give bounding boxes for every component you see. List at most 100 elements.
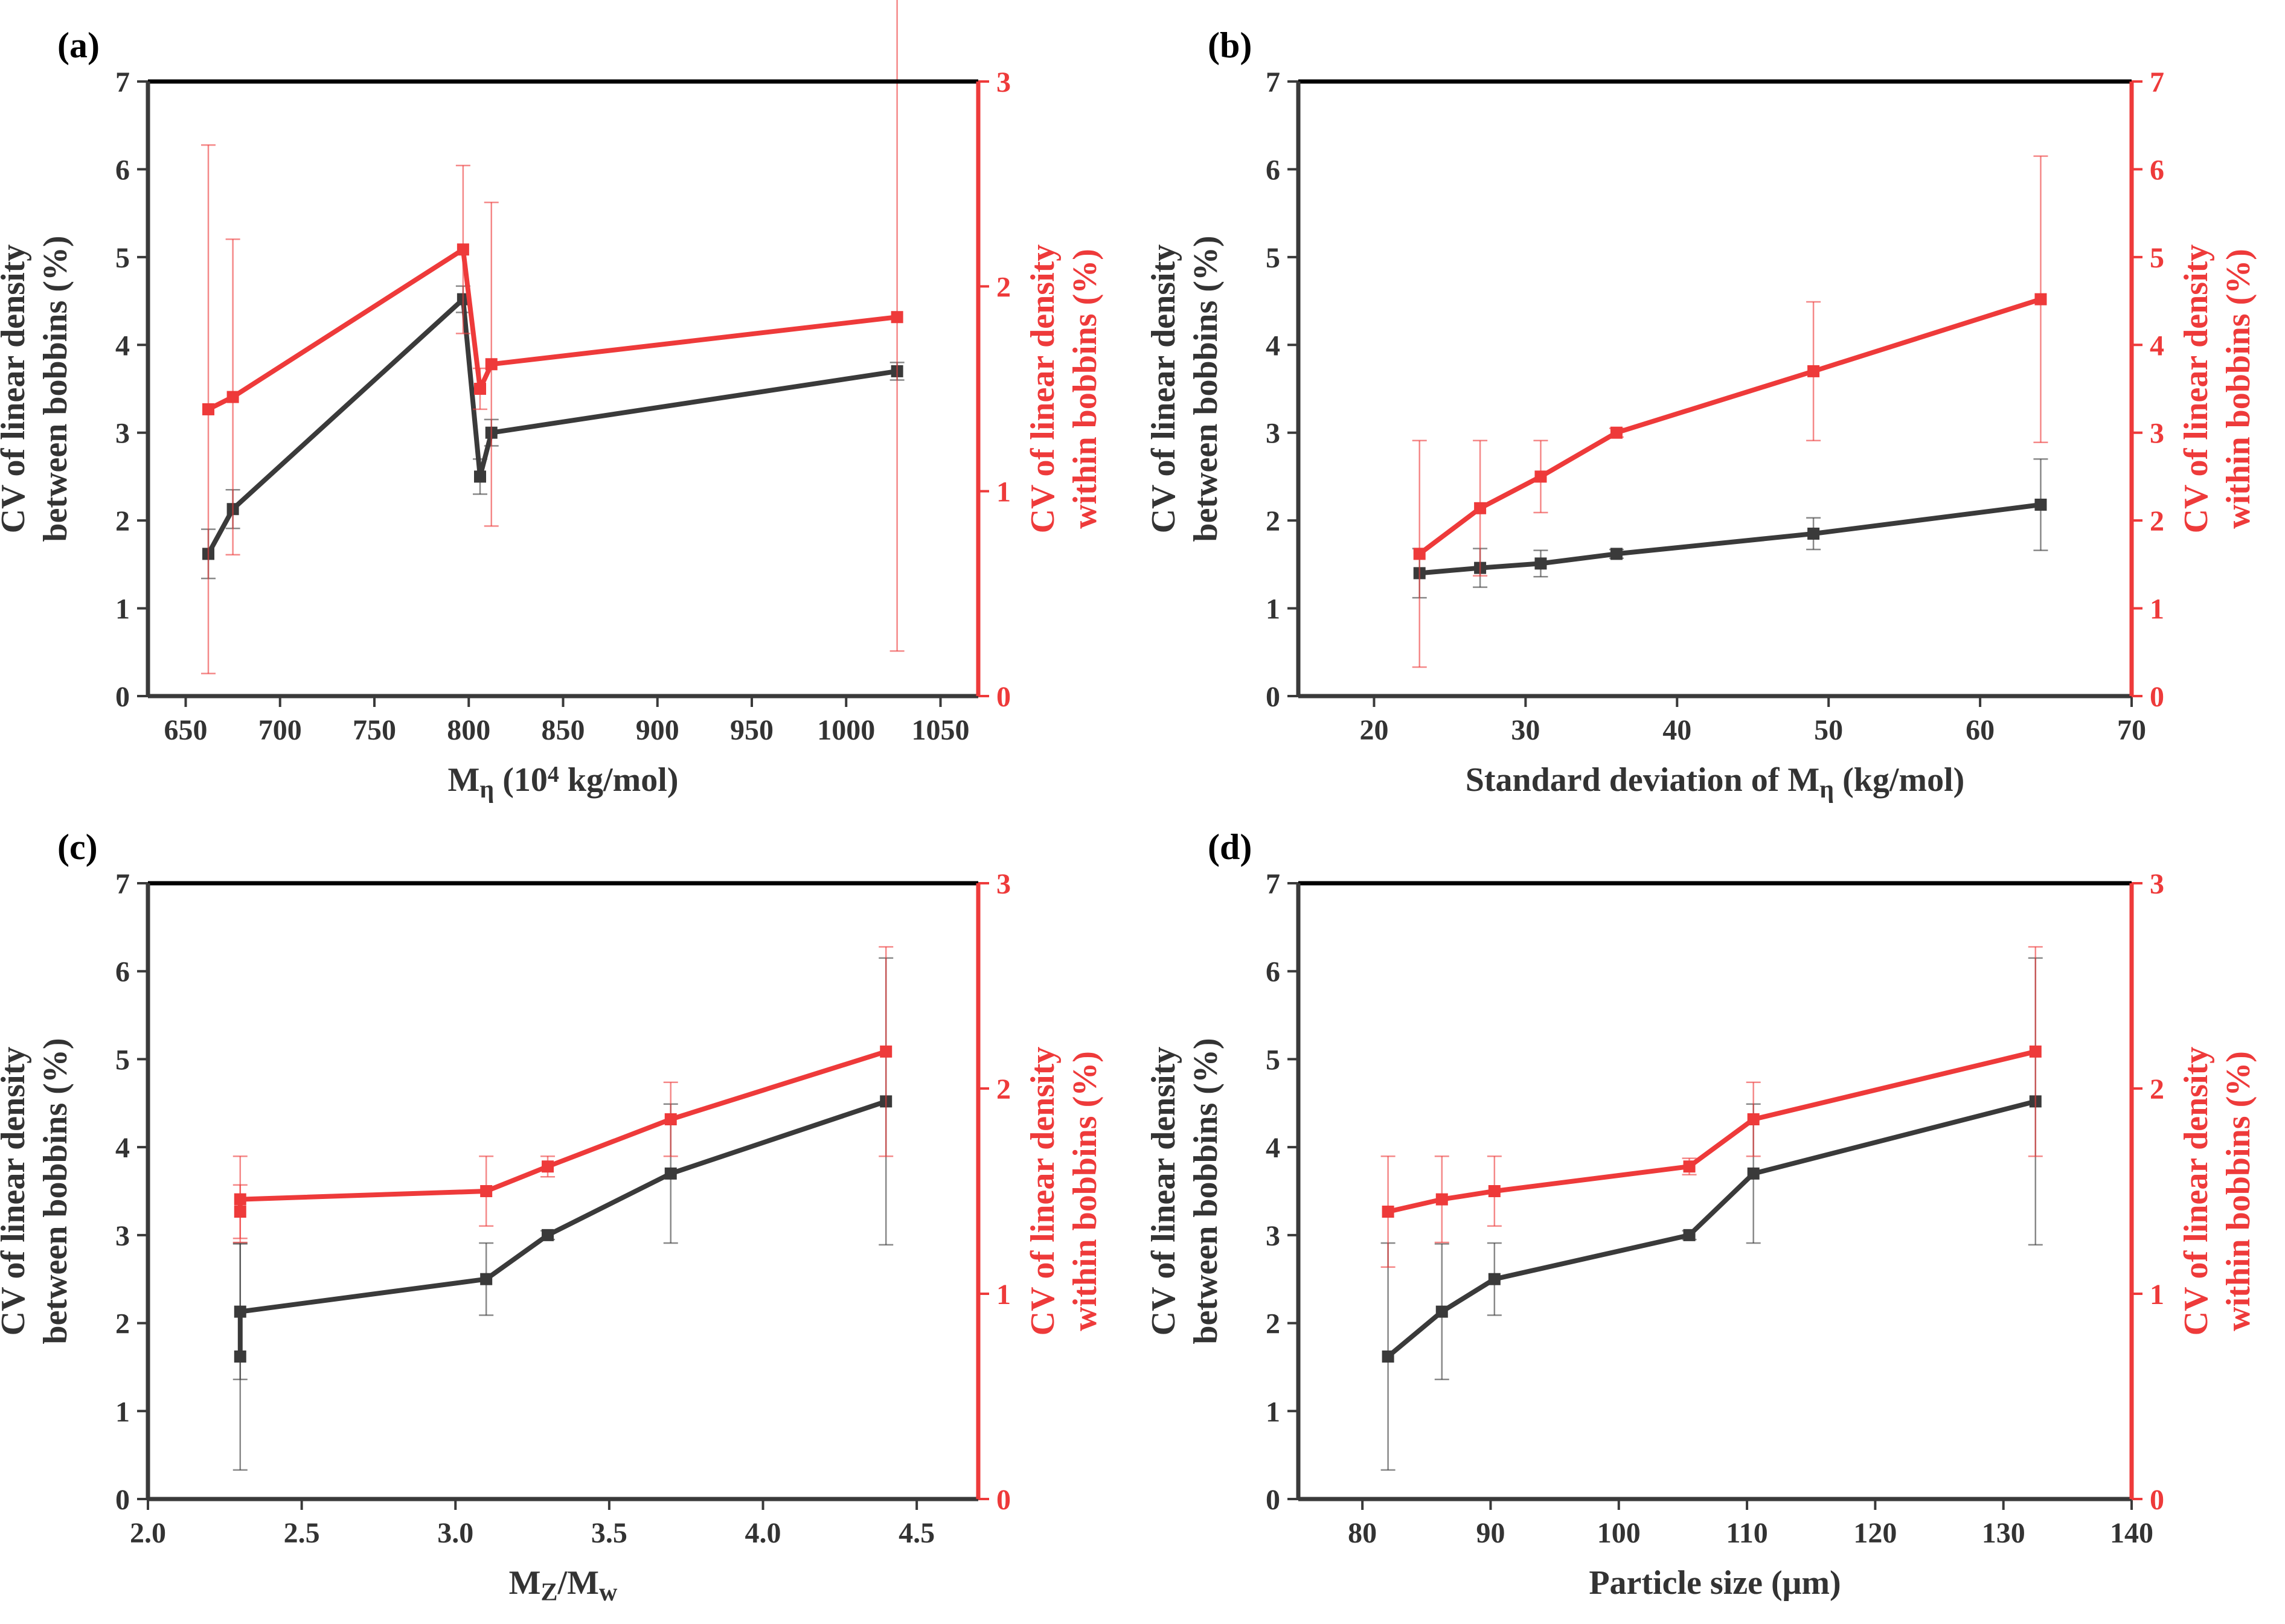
- y-right-title-line2: within bobbins (%): [1066, 1051, 1104, 1331]
- x-tick-label: 30: [1511, 714, 1540, 746]
- data-point: [1488, 1185, 1501, 1197]
- x-tick-label: 4.5: [899, 1517, 935, 1549]
- y-left-tick-label: 7: [1266, 66, 1280, 98]
- data-point: [1435, 1193, 1448, 1206]
- y-right-tick-label: 2: [2150, 505, 2164, 537]
- y-left-tick-label: 3: [115, 418, 130, 450]
- x-title-subscript-2: w: [599, 1579, 618, 1606]
- data-point: [542, 1229, 554, 1241]
- series-line: [1419, 502, 2042, 576]
- y-right-title-line2: within bobbins (%): [2220, 1051, 2257, 1331]
- x-tick-label: 650: [164, 714, 208, 746]
- y-left-tick-label: 3: [115, 1220, 130, 1252]
- x-tick-label: 950: [730, 714, 774, 746]
- panel-label: (d): [1208, 827, 1252, 867]
- y-left-tick-label: 1: [115, 593, 130, 625]
- x-title-main: M: [448, 761, 480, 799]
- y-left-tick-label: 5: [115, 242, 130, 274]
- data-point: [1488, 1273, 1501, 1285]
- x-tick-label: 60: [1966, 714, 1995, 746]
- x-title-main: M: [509, 1564, 541, 1602]
- y-left-title-line2: between bobbins (%): [1187, 1038, 1225, 1344]
- y-left-tick-label: 6: [1266, 154, 1280, 186]
- data-point: [234, 1193, 246, 1206]
- y-right-tick-label: 3: [996, 66, 1011, 98]
- x-tick-label: 90: [1476, 1517, 1505, 1549]
- y-left-tick-label: 4: [1266, 330, 1280, 362]
- data-point: [1474, 502, 1487, 514]
- data-point: [1534, 557, 1547, 570]
- y-right-tick-label: 2: [2150, 1073, 2164, 1105]
- data-point: [1747, 1167, 1760, 1180]
- x-title-subscript: η: [479, 776, 494, 804]
- series-line: [237, 1099, 887, 1357]
- y-right-tick-label: 0: [2150, 1484, 2164, 1516]
- y-left-tick-label: 3: [1266, 418, 1280, 450]
- y-left-tick-label: 7: [115, 868, 130, 900]
- y-left-title-line1: CV of linear density: [0, 245, 32, 534]
- y-left-title-line1: CV of linear density: [1145, 1047, 1182, 1336]
- y-left-title-line2: between bobbins (%): [37, 1038, 74, 1344]
- data-point: [1683, 1229, 1696, 1241]
- y-right-title-line1: CV of linear density: [2178, 245, 2215, 534]
- y-left-tick-label: 6: [115, 956, 130, 988]
- x-title-unit: kg/mol): [559, 761, 679, 799]
- y-left-tick-label: 1: [1266, 593, 1280, 625]
- series-line: [1418, 296, 2042, 556]
- x-tick-label: 110: [1726, 1517, 1767, 1549]
- data-point: [474, 383, 486, 395]
- data-point: [1382, 1206, 1394, 1218]
- x-tick-label: 80: [1348, 1517, 1377, 1549]
- y-left-tick-label: 0: [115, 681, 130, 713]
- data-point: [1413, 548, 1426, 560]
- x-tick-label: 120: [1853, 1517, 1897, 1549]
- y-left-tick-label: 6: [115, 154, 130, 186]
- y-right-tick-label: 3: [996, 868, 1011, 900]
- x-axis-title: MZ/Mw: [509, 1564, 618, 1606]
- x-title-unit: (kg/mol): [1834, 761, 1964, 799]
- y-right-title-line1: CV of linear density: [1024, 245, 1062, 534]
- y-left-tick-label: 5: [115, 1044, 130, 1076]
- data-point: [2034, 498, 2047, 511]
- data-point: [1807, 527, 1820, 540]
- data-point: [234, 1206, 246, 1218]
- x-title-superscript: 4: [548, 762, 559, 787]
- x-tick-label: 70: [2117, 714, 2146, 746]
- x-tick-label: 1000: [817, 714, 875, 746]
- y-left-tick-label: 1: [115, 1396, 130, 1428]
- chart-panel-c: (c) 2.0 2.5 3.0 3.5 4.0 4.5 0 1 2 3 4 5 6 7 0 1 2 3 CV of l…: [0, 827, 1104, 1606]
- data-point: [880, 1045, 893, 1058]
- x-tick-label: 700: [258, 714, 302, 746]
- x-tick-label: 750: [353, 714, 396, 746]
- y-right-title-line2: within bobbins (%): [1066, 249, 1104, 529]
- x-tick-label: 40: [1662, 714, 1691, 746]
- series-within-bobbins: [1380, 946, 2043, 1268]
- y-left-title-line2: between bobbins (%): [37, 235, 74, 542]
- panel-label: (b): [1208, 25, 1252, 65]
- y-left-tick-label: 6: [1266, 956, 1280, 988]
- y-right-tick-label: 1: [996, 1279, 1011, 1311]
- data-point: [1610, 548, 1623, 560]
- y-right-tick-label: 1: [2150, 1279, 2164, 1311]
- y-right-tick-label: 1: [996, 476, 1011, 508]
- y-right-tick-label: 0: [2150, 681, 2164, 713]
- y-left-tick-label: 7: [115, 66, 130, 98]
- x-axis-title: Standard deviation of Mη (kg/mol): [1466, 761, 1965, 804]
- series-within-bobbins: [232, 946, 894, 1244]
- data-point: [226, 391, 239, 403]
- x-title-unit-prefix: (10: [494, 761, 548, 799]
- series-line: [206, 296, 898, 555]
- data-point: [664, 1167, 677, 1180]
- data-point: [480, 1185, 493, 1197]
- y-left-tick-label: 4: [1266, 1132, 1280, 1164]
- data-point: [457, 243, 469, 256]
- x-tick-label: 140: [2110, 1517, 2153, 1549]
- y-left-tick-label: 2: [115, 1308, 130, 1340]
- data-point: [474, 470, 486, 483]
- data-point: [202, 403, 214, 415]
- x-title-mid: /M: [557, 1564, 599, 1602]
- y-right-tick-label: 0: [996, 1484, 1011, 1516]
- x-tick-label: 100: [1597, 1517, 1641, 1549]
